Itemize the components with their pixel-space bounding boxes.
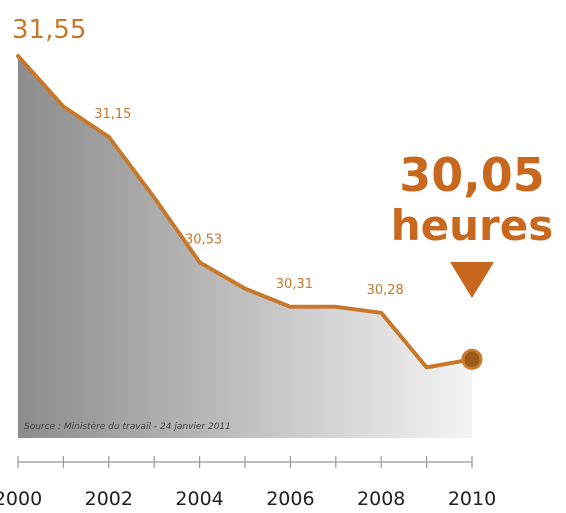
data-label-4: 30,53 (185, 232, 222, 247)
highlight-unit: heures (391, 201, 553, 250)
x-tick-label-2006: 2006 (266, 488, 314, 510)
x-axis: 2000 2002 2004 2006 2008 2010 (0, 456, 496, 510)
x-tick-label-2002: 2002 (85, 488, 133, 510)
x-tick-label-2010: 2010 (448, 488, 496, 510)
last-point-marker (461, 348, 483, 370)
x-tick-label-2000: 2000 (0, 488, 42, 510)
x-tick-label-2008: 2008 (357, 488, 405, 510)
down-arrow-icon (450, 262, 494, 298)
data-labels: 31,55 31,15 30,53 30,31 30,28 (12, 15, 404, 298)
x-tick-label-2004: 2004 (175, 488, 223, 510)
data-label-0: 31,55 (12, 15, 86, 45)
data-label-2: 31,15 (94, 107, 131, 122)
area-fill (18, 56, 472, 438)
data-label-8: 30,28 (367, 283, 404, 298)
series-line (16, 54, 474, 370)
data-label-6: 30,31 (276, 277, 313, 292)
source-note: Source : Ministère du travail - 24 janvi… (24, 421, 231, 432)
highlight-value: 30,05 (399, 148, 545, 202)
